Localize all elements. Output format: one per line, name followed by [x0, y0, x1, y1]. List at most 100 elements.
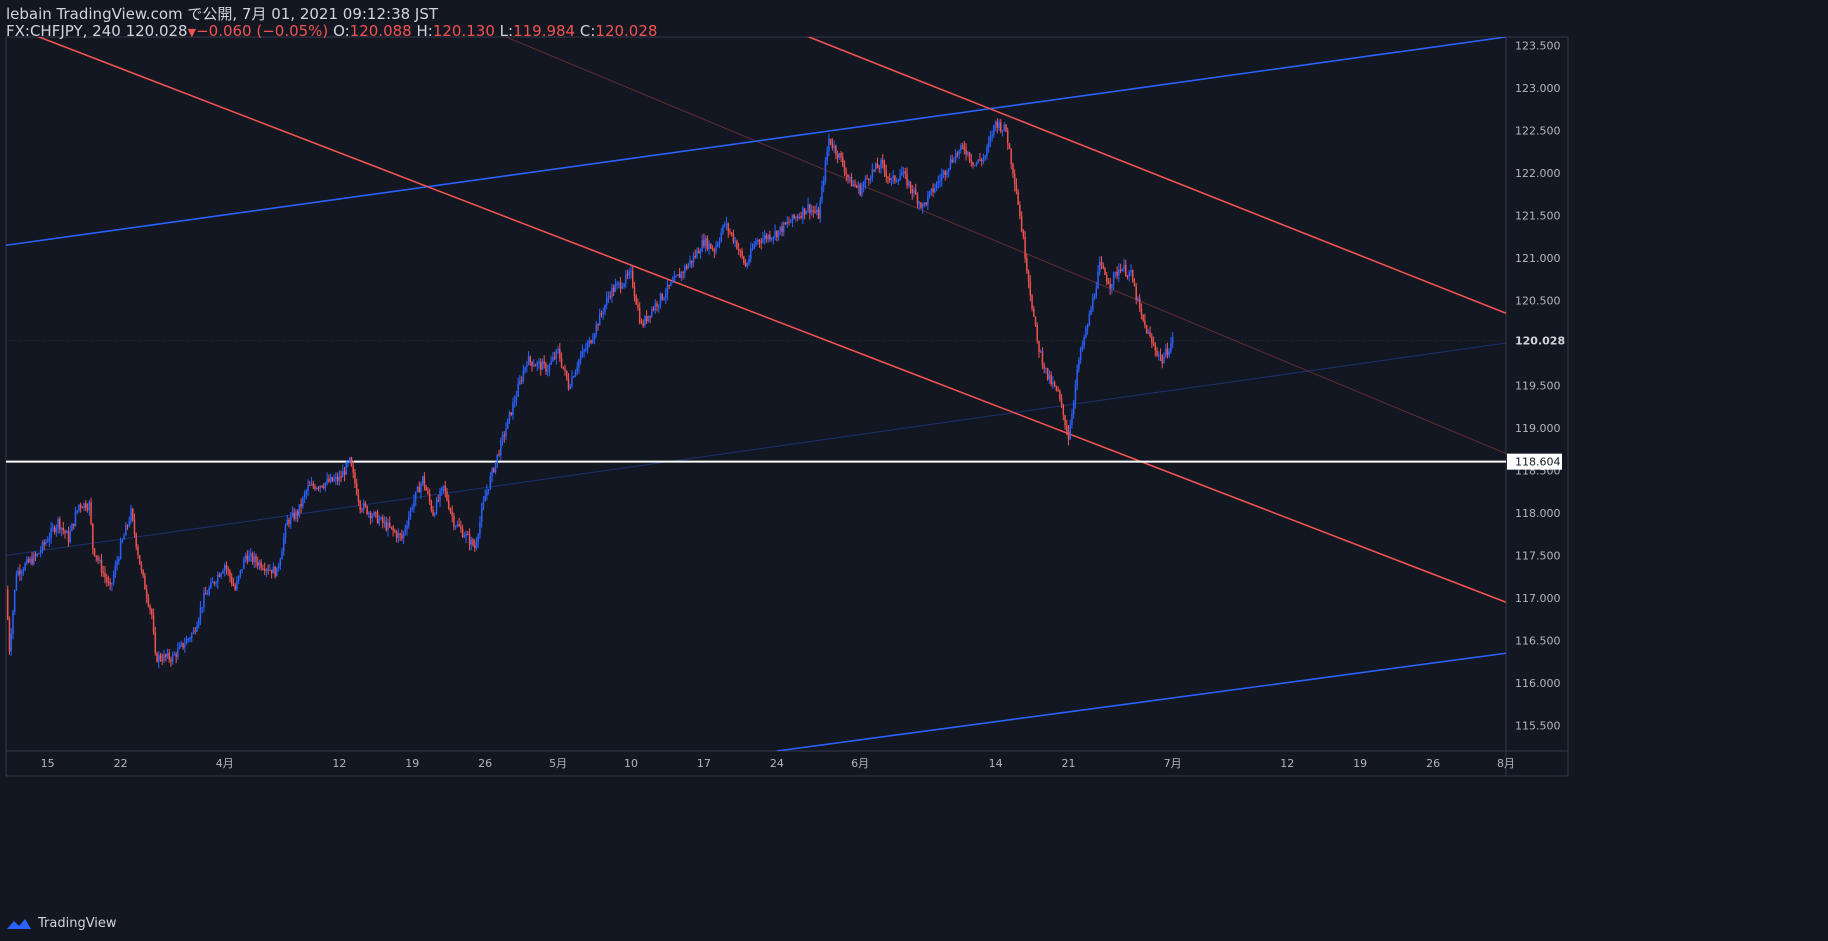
candle-body — [1111, 284, 1113, 289]
time-tick-label: 17 — [697, 757, 711, 770]
time-tick-label: 26 — [1426, 757, 1440, 770]
current-price-badge — [1507, 332, 1567, 349]
candle-body — [178, 645, 181, 649]
candle-body — [250, 553, 252, 556]
candle-body — [236, 580, 238, 590]
candle-body — [986, 147, 988, 156]
candle-body — [1158, 354, 1160, 356]
candle-body — [67, 531, 70, 543]
candle-body — [168, 652, 170, 660]
candle-body — [1154, 344, 1157, 351]
candle-body — [93, 548, 96, 556]
candle-body — [498, 454, 500, 456]
symbol-line: FX:CHFJPY, 240 120.028▼−0.060 (−0.05%) O… — [6, 22, 657, 42]
candle-body — [277, 566, 280, 568]
candle-body — [1083, 336, 1085, 346]
candle-body — [53, 527, 56, 533]
candle-body — [692, 256, 695, 263]
down-arrow-icon: ▼ — [187, 26, 197, 39]
candle-body — [147, 597, 150, 606]
brand-logo[interactable]: TradingView — [6, 916, 117, 931]
candle-body — [57, 519, 59, 528]
candle-body — [847, 174, 849, 178]
candle-body — [414, 491, 417, 501]
candle-body — [48, 538, 51, 542]
candle-body — [484, 495, 486, 502]
candle-body — [736, 240, 738, 249]
price-tick-label: 121.500 — [1515, 210, 1561, 223]
candle-body — [538, 361, 540, 363]
candle-body — [270, 569, 273, 574]
candle-body — [46, 541, 49, 543]
candle-body — [626, 274, 629, 276]
candle-body — [359, 501, 361, 510]
candle-body — [612, 287, 615, 292]
candle-body — [1066, 425, 1068, 432]
candle-body — [1048, 374, 1051, 380]
candle-body — [781, 226, 783, 233]
candle-body — [480, 508, 483, 522]
candle-body — [336, 476, 339, 481]
candle-body — [744, 263, 747, 267]
candle-body — [998, 122, 1000, 128]
candle-body — [656, 303, 658, 307]
candle-body — [309, 484, 311, 486]
candle-body — [272, 566, 275, 574]
candle-body — [191, 633, 193, 639]
candle-body — [1095, 288, 1098, 296]
candle-body — [640, 322, 643, 324]
candle-body — [142, 570, 144, 576]
candle-body — [307, 484, 309, 492]
candle-body — [1145, 324, 1148, 334]
candle-body — [894, 175, 896, 182]
candle-body — [199, 607, 202, 620]
candle-body — [1081, 345, 1084, 349]
candle-body — [248, 555, 250, 562]
candle-body — [1144, 320, 1146, 325]
candle-body — [1159, 354, 1162, 356]
candle-body — [755, 241, 757, 245]
candle-body — [434, 513, 436, 516]
candle-body — [274, 566, 276, 577]
candle-body — [718, 240, 721, 244]
candle-body — [578, 359, 580, 368]
candle-body — [263, 569, 266, 571]
candle-body — [81, 507, 84, 509]
candle-body — [649, 315, 651, 317]
candle-body — [623, 283, 625, 287]
candle-body — [961, 145, 964, 147]
candle-body — [1085, 328, 1087, 337]
candle-body — [753, 244, 756, 249]
candle-body — [960, 145, 962, 151]
candle-body — [470, 539, 473, 545]
candle-body — [373, 512, 375, 516]
candle-body — [1102, 265, 1104, 269]
candle-body — [493, 468, 495, 473]
candle-body — [126, 525, 129, 527]
candle-body — [406, 525, 408, 530]
candle-body — [69, 531, 71, 543]
candle-body — [283, 537, 285, 552]
candle-body — [644, 316, 646, 326]
candle-body — [500, 440, 502, 456]
candle-body — [762, 238, 764, 243]
candle-body — [88, 502, 91, 510]
candle-body — [777, 230, 780, 238]
candle-body — [776, 231, 778, 238]
candle-body — [878, 168, 881, 170]
candle-body — [416, 486, 419, 492]
candle-body — [1163, 356, 1165, 363]
candle-body — [1156, 350, 1158, 356]
candle-body — [604, 304, 606, 313]
candle-body — [699, 251, 702, 254]
candle-body — [317, 487, 320, 489]
candle-body — [125, 525, 127, 536]
candle-body — [810, 210, 813, 214]
candle-body — [828, 138, 830, 152]
candle-body — [812, 210, 815, 212]
candle-body — [526, 364, 528, 368]
candle-body — [774, 231, 776, 237]
symbol-label: FX:CHFJPY, 240 120.028 — [6, 22, 188, 40]
support-price-badge — [1507, 453, 1562, 470]
